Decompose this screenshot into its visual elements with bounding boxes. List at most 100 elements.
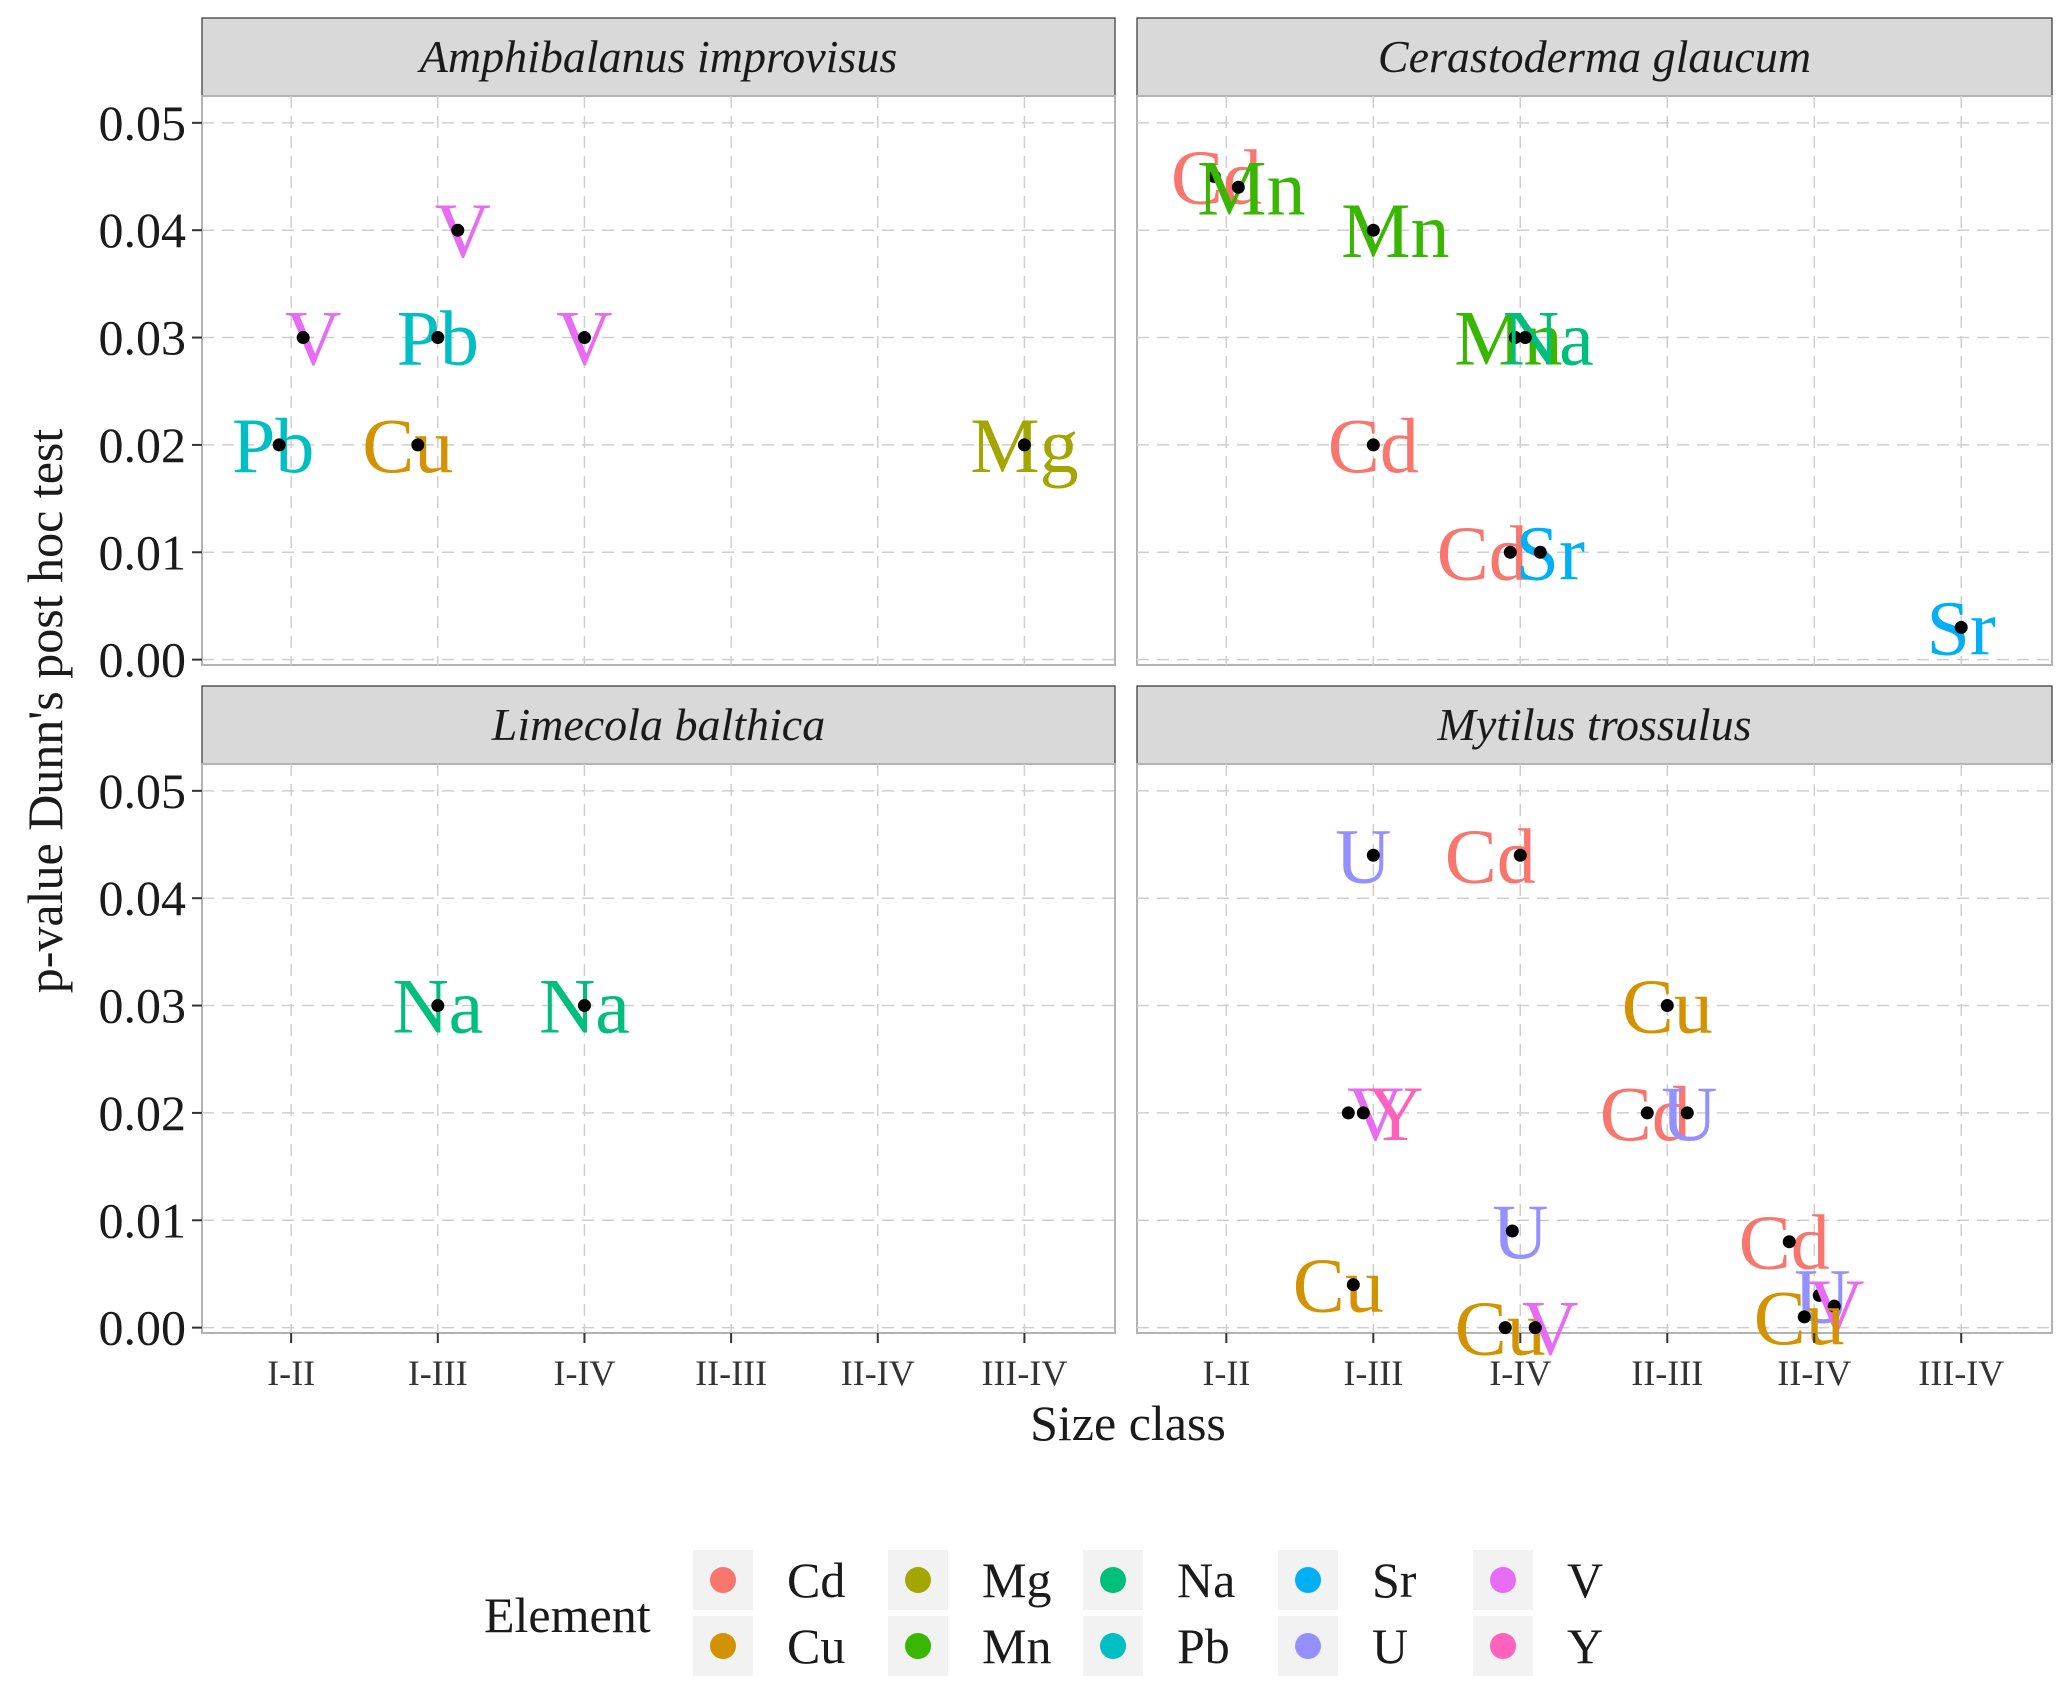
point-label: Mn xyxy=(1454,295,1562,382)
y-tick-label: 0.01 xyxy=(99,524,187,580)
panel-title: Amphibalanus improvisus xyxy=(417,31,897,82)
data-point xyxy=(451,223,465,237)
legend-key xyxy=(710,1567,736,1593)
data-point xyxy=(1017,438,1031,452)
point-label: V xyxy=(285,295,341,382)
x-tick-label: II-IV xyxy=(1777,1353,1851,1393)
point-label: Na xyxy=(1503,295,1594,382)
legend-label: Pb xyxy=(1177,1618,1230,1674)
legend: Element Cd Cu Mg Mn Na Pb Sr U VY xyxy=(484,1550,1603,1676)
legend-key xyxy=(1490,1567,1516,1593)
point-label: V xyxy=(1347,1070,1403,1157)
x-tick-label: I-IV xyxy=(553,1353,615,1393)
legend-label: Mg xyxy=(982,1552,1051,1608)
data-point xyxy=(431,999,445,1013)
legend-label: Na xyxy=(1177,1552,1235,1608)
data-point xyxy=(1513,848,1527,862)
point-label: U xyxy=(1492,1188,1548,1275)
x-tick-label: II-III xyxy=(695,1353,767,1393)
y-tick-label: 0.05 xyxy=(99,95,187,151)
x-tick-label: II-IV xyxy=(841,1353,915,1393)
panel-title: Cerastoderma glaucum xyxy=(1378,31,1811,82)
legend-label: Cd xyxy=(787,1552,845,1608)
data-point xyxy=(1366,223,1380,237)
data-point xyxy=(1346,1278,1360,1292)
data-point xyxy=(1528,1321,1542,1335)
data-point xyxy=(1508,331,1522,345)
axes-layer: 0.00 0.01 0.02 0.03 0.04 0.05 0.00 0.01 0.02 0.03… xyxy=(99,95,2005,1393)
x-axis-title: Size class xyxy=(1030,1395,1226,1451)
data-point xyxy=(1231,180,1245,194)
data-point xyxy=(1640,1106,1654,1120)
y-axis-title: p-value Dunn's post hoc test xyxy=(17,429,73,994)
data-point xyxy=(1505,1224,1519,1238)
panel-title: Limecola balthica xyxy=(491,699,825,750)
legend-key xyxy=(1100,1633,1126,1659)
data-point xyxy=(1207,170,1221,184)
y-tick-label: 0.02 xyxy=(99,417,187,473)
y-tick-label: 0.03 xyxy=(99,978,187,1034)
legend-key xyxy=(1100,1567,1126,1593)
data-point xyxy=(1797,1310,1811,1324)
y-tick-label: 0.04 xyxy=(99,202,187,258)
data-point xyxy=(1498,1321,1512,1335)
x-tick-label: I-III xyxy=(408,1353,468,1393)
y-tick-label: 0.05 xyxy=(99,763,187,819)
panel-strip xyxy=(201,685,1116,765)
legend-label: U xyxy=(1372,1618,1408,1674)
data-point xyxy=(1356,1106,1370,1120)
data-point xyxy=(1518,331,1532,345)
legend-key xyxy=(1295,1567,1321,1593)
y-tick-label: 0.02 xyxy=(99,1085,187,1141)
data-point xyxy=(296,331,310,345)
data-point xyxy=(1366,438,1380,452)
point-label: Y xyxy=(1367,1070,1423,1157)
data-point xyxy=(1827,1299,1841,1313)
panel-strip xyxy=(1136,17,2053,97)
point-label: Cu xyxy=(1293,1242,1384,1329)
panel-strip xyxy=(201,17,1116,97)
x-tick-label: III-IV xyxy=(981,1353,1067,1393)
legend-key xyxy=(1490,1633,1516,1659)
y-tick-label: 0.04 xyxy=(99,870,187,926)
plot-area xyxy=(201,95,1116,666)
y-tick-label: 0.00 xyxy=(99,1300,187,1356)
data-point xyxy=(431,331,445,345)
y-tick-label: 0.03 xyxy=(99,310,187,366)
data-point xyxy=(577,331,591,345)
data-point xyxy=(1680,1106,1694,1120)
point-label: U xyxy=(1335,812,1391,899)
legend-label: Sr xyxy=(1372,1552,1417,1608)
data-point xyxy=(272,438,286,452)
data-point xyxy=(1782,1235,1796,1249)
point-label: Cu xyxy=(362,402,453,489)
x-tick-label: I-IV xyxy=(1489,1353,1551,1393)
data-point xyxy=(1503,545,1517,559)
plot-area xyxy=(1136,763,2053,1334)
legend-key xyxy=(1295,1633,1321,1659)
point-label: Sr xyxy=(1516,509,1585,596)
legend-title: Element xyxy=(484,1587,651,1643)
data-point xyxy=(577,999,591,1013)
x-tick-label: III-IV xyxy=(1918,1353,2004,1393)
data-point xyxy=(1366,848,1380,862)
data-point xyxy=(1341,1106,1355,1120)
panels-layer: Amphibalanus improvisusVPbPbCuVVMgCerast… xyxy=(201,17,2053,1372)
legend-key xyxy=(710,1633,736,1659)
legend-key xyxy=(905,1567,931,1593)
x-tick-label: I-III xyxy=(1343,1353,1403,1393)
legend-label: Cu xyxy=(787,1618,845,1674)
legend-label: Mn xyxy=(982,1618,1051,1674)
legend-label: V xyxy=(1567,1552,1603,1608)
x-tick-label: I-II xyxy=(267,1353,315,1393)
panel-strip xyxy=(1136,685,2053,765)
x-tick-label: II-III xyxy=(1631,1353,1703,1393)
x-tick-label: I-II xyxy=(1202,1353,1250,1393)
panel-title: Mytilus trossulus xyxy=(1437,699,1752,750)
plot-area xyxy=(1136,95,2053,666)
